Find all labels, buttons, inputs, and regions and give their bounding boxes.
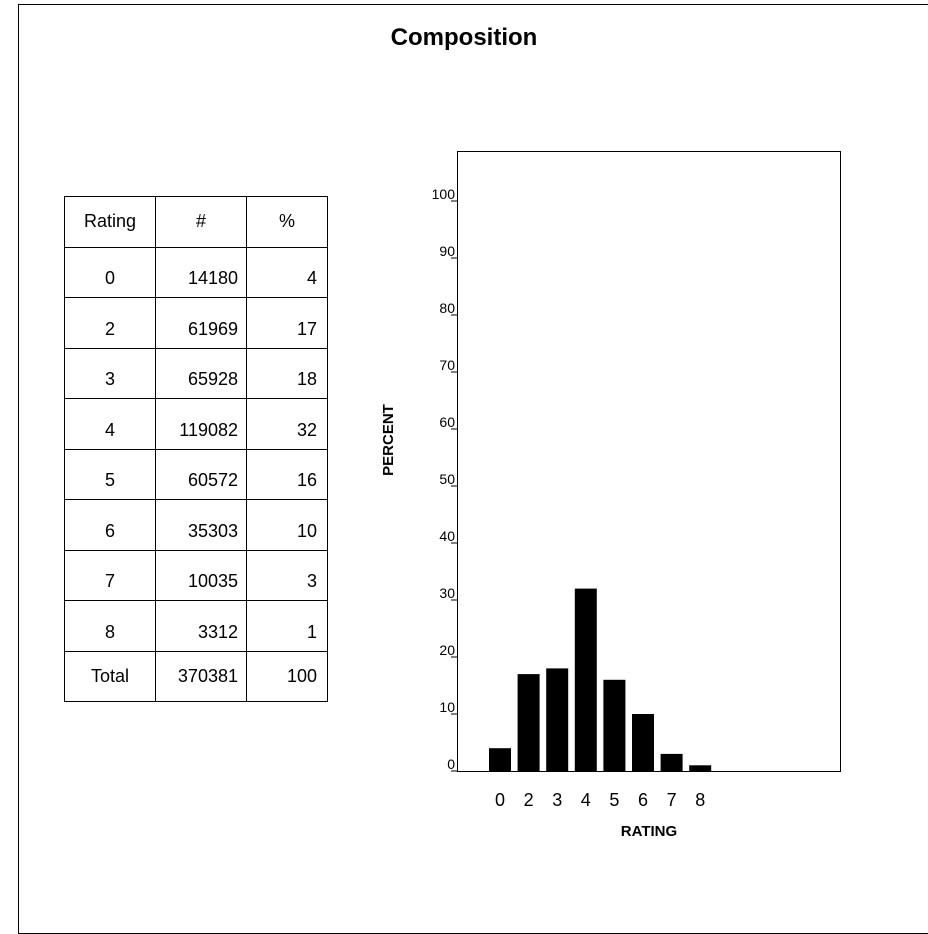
bars [489,588,712,771]
y-tick-label: 10 [439,699,455,715]
table-row: 5 60572 16 [64,448,328,500]
y-tick-label: 70 [439,357,455,373]
bar-0 [489,748,511,771]
x-tick-label: 5 [609,790,619,810]
y-tick-label: 20 [439,642,455,658]
cell-percent: 3 [246,549,328,601]
bar-2 [517,674,540,771]
bar-8 [689,765,712,771]
table-header-row: Rating # % [64,196,328,248]
page-title: Composition [390,24,538,51]
y-tick-label: 30 [439,585,455,601]
bar-5 [603,679,626,771]
cell-rating: 8 [64,600,156,652]
bar-4 [574,588,597,771]
cell-rating: 5 [64,448,156,500]
cell-percent: 10 [246,499,328,551]
x-tick-label: 7 [667,790,677,810]
header-percent: % [246,196,328,248]
cell-count: 3312 [155,600,247,652]
y-axis-ticks: 0 10 20 30 40 50 60 70 80 90 100 [432,186,458,772]
x-tick-label: 2 [524,790,534,810]
ratings-table: Rating # % 0 14180 4 2 61969 17 3 65928 … [64,196,328,702]
cell-rating: 7 [64,549,156,601]
cell-count: 65928 [155,347,247,399]
x-tick-label: 4 [581,790,591,810]
y-tick-label: 0 [447,756,455,772]
y-tick-label: 60 [439,414,455,430]
bar-3 [546,668,569,771]
table-total-row: Total 370381 100 [64,650,328,702]
x-tick-label: 6 [638,790,648,810]
table-row: 3 65928 18 [64,347,328,399]
table-row: 8 3312 1 [64,600,328,652]
total-count: 370381 [155,650,247,702]
table-row: 2 61969 17 [64,297,328,349]
bar-6 [632,714,654,771]
cell-rating: 2 [64,297,156,349]
y-tick-label: 100 [432,186,456,202]
table-row: 0 14180 4 [64,246,328,298]
x-tick-label: 8 [695,790,705,810]
cell-percent: 32 [246,398,328,450]
total-label: Total [64,650,156,702]
cell-count: 60572 [155,448,247,500]
cell-count: 61969 [155,297,247,349]
table-row: 7 10035 3 [64,549,328,601]
total-percent: 100 [246,650,328,702]
y-tick-label: 90 [439,243,455,259]
cell-count: 10035 [155,549,247,601]
header-rating: Rating [64,196,156,248]
x-axis-label: RATING [621,823,677,840]
header-count: # [155,196,247,248]
x-tick-label: 0 [495,790,505,810]
y-tick-label: 40 [439,528,455,544]
table-row: 4 119082 32 [64,398,328,450]
y-tick-label: 50 [439,471,455,487]
y-axis-label: PERCENT [380,404,397,476]
x-tick-label: 3 [552,790,562,810]
plot-area [457,151,841,772]
table-row: 6 35303 10 [64,499,328,551]
y-tick-label: 80 [439,300,455,316]
bar-7 [660,753,683,771]
